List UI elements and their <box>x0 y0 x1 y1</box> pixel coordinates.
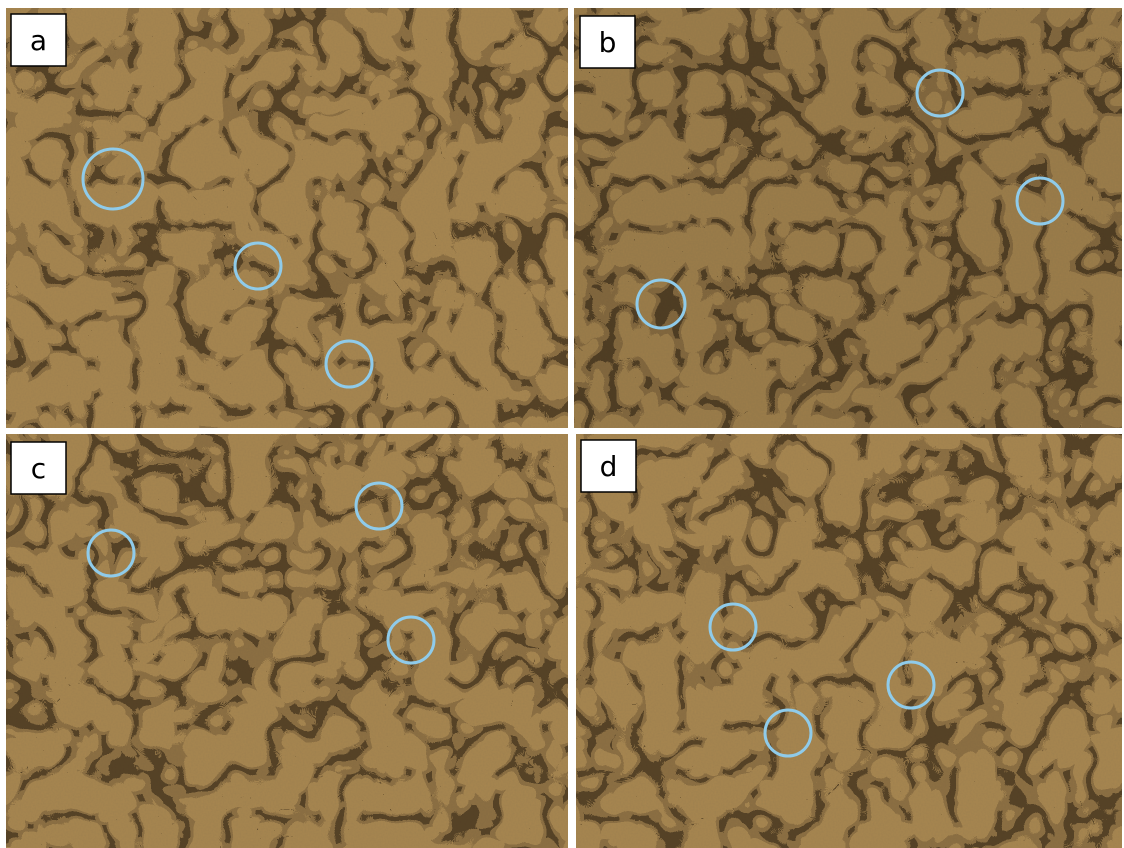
figure: a b c d <box>0 0 1124 848</box>
panel-label: c <box>31 452 46 485</box>
micrograph <box>574 8 1122 428</box>
panel-label: a <box>30 24 47 57</box>
panel-label: d <box>600 450 618 483</box>
page: a b c d (() => { const data = JSON.parse… <box>0 0 1124 848</box>
micrograph <box>6 8 568 428</box>
micrograph <box>6 434 568 848</box>
panel-label: b <box>599 26 617 59</box>
micrograph <box>576 434 1122 848</box>
